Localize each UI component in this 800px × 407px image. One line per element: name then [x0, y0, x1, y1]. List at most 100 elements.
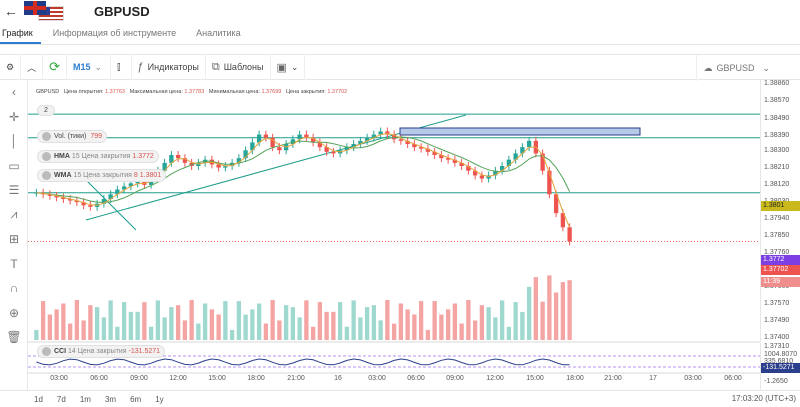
price-label: 1.38210	[764, 164, 790, 171]
timeframe-chevron-icon: ⌄	[94, 61, 103, 72]
crosshair-icon[interactable]: ✛	[8, 109, 20, 124]
volume-bar	[459, 323, 464, 340]
collapse-chevron-icon[interactable]: ︿	[21, 54, 44, 80]
volume-bar	[391, 323, 397, 340]
candle-body	[54, 195, 59, 198]
tab-instrument-info[interactable]: Информация об инструменте	[52, 28, 177, 38]
refresh-icon[interactable]: ⟳	[43, 54, 67, 80]
range-7d[interactable]: 7d	[56, 394, 66, 404]
text-tool-icon[interactable]: T	[10, 256, 18, 271]
indicators-icon: ƒ	[137, 61, 144, 73]
rectangle-icon[interactable]: ▭	[8, 158, 20, 173]
volume-bar	[344, 326, 350, 340]
volume-bar	[128, 311, 134, 340]
templates-button[interactable]: ⧉ Шаблоны	[206, 54, 271, 80]
volume-bar	[331, 311, 336, 340]
zoom-icon[interactable]: ⊕	[8, 305, 20, 320]
candle-body	[182, 158, 188, 163]
candle-body	[196, 162, 201, 166]
candle-body	[371, 134, 377, 138]
indicator-count-badge[interactable]: 2	[37, 105, 55, 116]
timeframe-select[interactable]: M15 ⌄	[67, 54, 111, 80]
candle-body	[472, 170, 478, 176]
range-1d[interactable]: 1d	[34, 394, 43, 404]
candle-body	[277, 147, 282, 151]
back-arrow-icon[interactable]: ←	[4, 3, 18, 19]
chart-canvas[interactable]	[28, 80, 760, 390]
symbol-select[interactable]: ☁ GBPUSD ⌄	[696, 55, 770, 81]
volume-bar	[81, 320, 86, 340]
range-6m[interactable]: 6m	[130, 394, 142, 404]
candle-body	[391, 134, 397, 140]
fibonacci-icon[interactable]: ⊞	[8, 232, 20, 247]
volume-bar	[142, 302, 147, 340]
time-label: 06:00	[90, 375, 108, 382]
price-label: 1.37310	[764, 343, 790, 350]
legend-wma[interactable]: WMA 15 Цена закрытия 8 1.3801	[37, 169, 167, 182]
screenshot-button[interactable]: ▣ ⌄	[271, 54, 306, 80]
time-label: 12:00	[169, 375, 187, 382]
volume-bar	[229, 329, 235, 340]
range-1y[interactable]: 1y	[155, 394, 164, 404]
time-label: 12:00	[486, 375, 504, 382]
candle-body	[121, 186, 127, 190]
time-label: 15:00	[208, 375, 226, 382]
legend-vol[interactable]: Vol. (тики) 799	[37, 130, 108, 143]
time-label: 09:00	[130, 375, 148, 382]
range-bar: 1d 7d 1m 3m 6m 1y 17:03:20 (UTC+3)	[0, 390, 800, 407]
trend-line	[85, 179, 137, 231]
legend-cci-desc: 14 Цена закрытия	[68, 348, 127, 355]
volume-bar	[250, 309, 255, 340]
price-label: 1.37940	[764, 215, 790, 222]
tab-analytics[interactable]: Аналитика	[196, 28, 241, 38]
indicators-button[interactable]: ƒ Индикаторы	[132, 54, 206, 80]
candle-body	[162, 162, 167, 171]
price-chart[interactable]	[28, 80, 760, 390]
vertical-line-icon[interactable]: │	[10, 134, 18, 149]
time-label: 03:00	[368, 375, 386, 382]
candle-body	[506, 159, 512, 166]
candle-body	[61, 197, 66, 199]
volume-bar	[270, 300, 275, 340]
volume-bar	[439, 314, 444, 340]
pattern-icon[interactable]: ⩘	[10, 207, 18, 222]
candle-body	[34, 192, 39, 194]
volume-bar	[540, 301, 545, 340]
horizontal-lines-icon[interactable]: ☰	[8, 183, 20, 198]
price-axis[interactable]: 1.38860 1.38570 1.38490 1.38390 1.38300 …	[760, 80, 800, 390]
legend-hma[interactable]: HMA 15 Цена закрытия 1.3772	[37, 150, 159, 163]
volume-bar	[74, 300, 80, 340]
candle-body	[412, 144, 417, 148]
volume-bar	[378, 320, 383, 340]
settings-gear-icon[interactable]: ⚙	[0, 54, 22, 80]
range-1m[interactable]: 1m	[79, 394, 91, 404]
info-open-label: Цена открытия:	[63, 89, 104, 95]
time-label: 15:00	[526, 375, 544, 382]
volume-bar	[202, 303, 208, 340]
volume-bar	[506, 326, 512, 340]
volume-bar	[513, 302, 518, 340]
candle-body	[115, 189, 120, 195]
volume-bar	[385, 300, 390, 340]
time-label: 06:00	[724, 375, 742, 382]
cloud-icon: ☁	[703, 62, 713, 73]
collapse-panel-icon[interactable]: ‹	[12, 85, 16, 100]
tab-chart[interactable]: График	[0, 26, 41, 44]
range-3m[interactable]: 3m	[104, 394, 117, 404]
magnet-icon[interactable]: ∩	[9, 281, 19, 296]
volume-bar	[256, 303, 262, 340]
legend-cci[interactable]: CCI 14 Цена закрытия -131.5271	[37, 345, 166, 358]
chart-type-button[interactable]: ⫾	[111, 54, 132, 80]
candle-body	[47, 194, 53, 196]
volume-bar	[351, 300, 356, 340]
price-label: 1.37850	[764, 232, 790, 239]
legend-wma-desc: 15 Цена закрытия	[73, 172, 132, 179]
delete-icon[interactable]: 🗑	[6, 330, 22, 345]
volume-bar	[560, 282, 566, 340]
time-axis[interactable]: 03:00 06:00 09:00 12:00 15:00 18:00 21:0…	[28, 373, 760, 387]
volume-bar	[40, 301, 46, 340]
legend-wma-name: WMA	[54, 172, 72, 179]
time-label: 03:00	[50, 375, 68, 382]
volume-bar	[209, 309, 215, 340]
candle-body	[74, 200, 80, 203]
